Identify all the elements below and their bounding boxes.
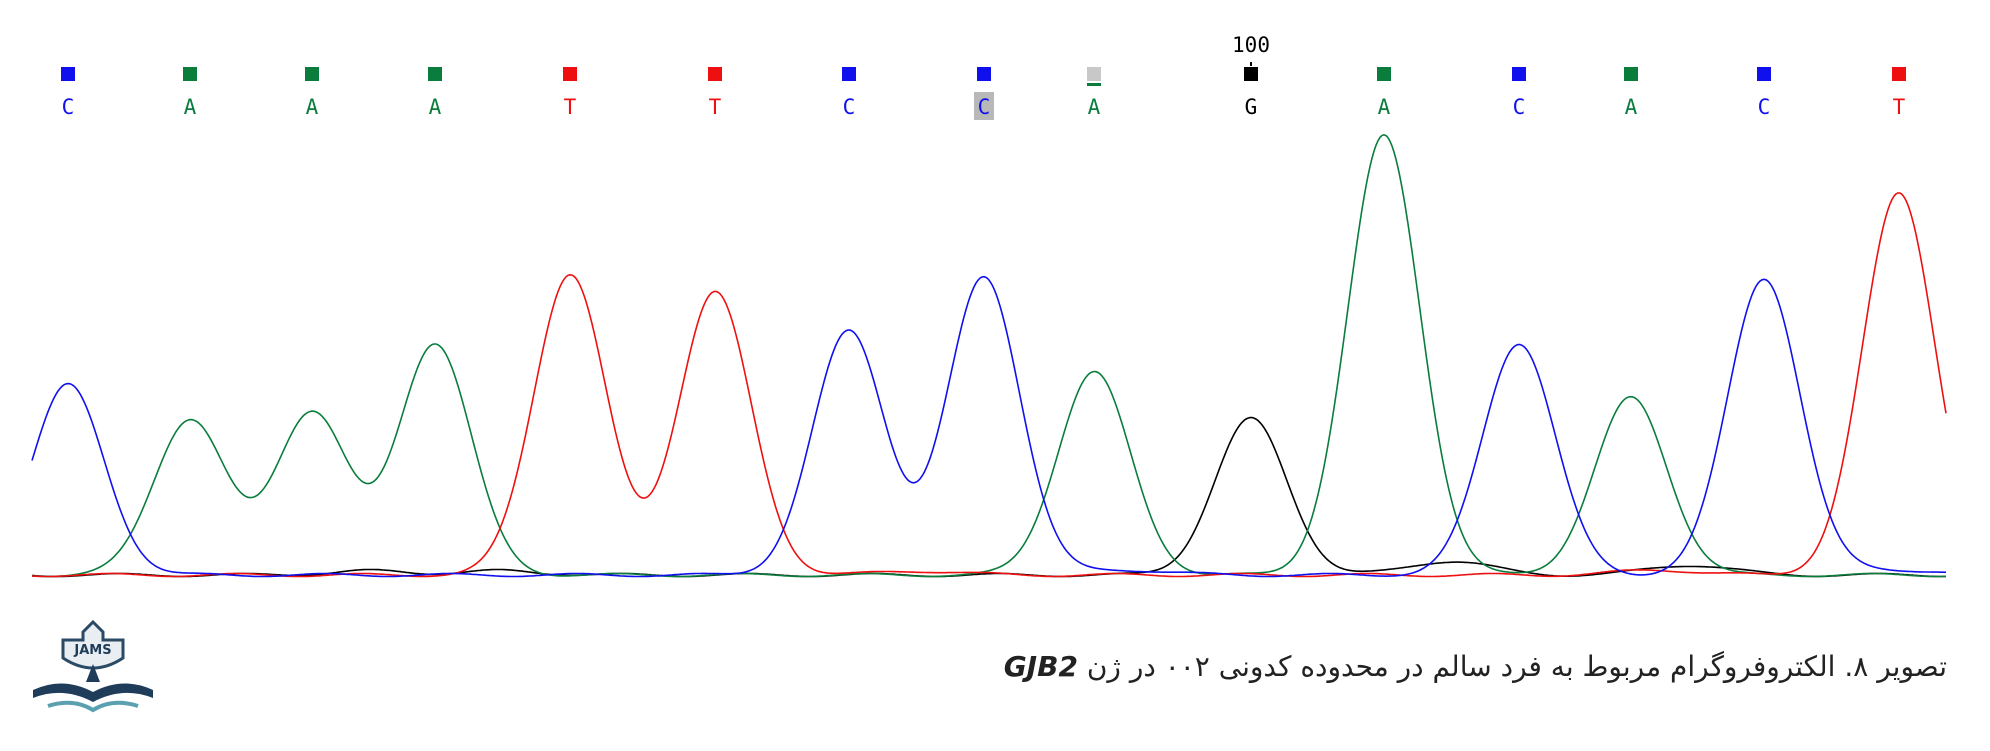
- base-letter: A: [306, 95, 319, 119]
- figure-caption: تصویر ۸. الکتروفروگرام مربوط به فرد سالم…: [1004, 650, 1947, 683]
- base-marker: [1087, 67, 1101, 81]
- base-letter: C: [1758, 95, 1771, 119]
- trace-C: [31, 275, 1947, 578]
- logo-text: JAMS: [73, 643, 111, 658]
- base-letter: A: [1088, 95, 1101, 119]
- journal-logo: JAMS: [33, 619, 153, 713]
- base-letter: C: [1513, 95, 1526, 119]
- trace-T: [31, 192, 1947, 578]
- trace-G: [31, 416, 1946, 578]
- trace-A: [31, 133, 1947, 578]
- base-marker: [1244, 67, 1258, 81]
- base-letter: G: [1245, 95, 1258, 119]
- base-letter: T: [1893, 95, 1906, 119]
- base-marker: [61, 67, 75, 81]
- base-letter: T: [564, 95, 577, 119]
- base-marker: [563, 67, 577, 81]
- base-marker: [183, 67, 197, 81]
- base-letter: T: [709, 95, 722, 119]
- base-letter: A: [429, 95, 442, 119]
- caption-text: تصویر ۸. الکتروفروگرام مربوط به فرد سالم…: [1086, 650, 1947, 683]
- base-highlight: [974, 92, 994, 120]
- chromatogram: 100 C A A A T T C C A G A C A C T: [31, 33, 1947, 578]
- base-marker: [428, 67, 442, 81]
- base-marker: [1512, 67, 1526, 81]
- base-marker: [1624, 67, 1638, 81]
- gene-name: GJB2: [1003, 650, 1078, 683]
- base-marker: [1757, 67, 1771, 81]
- base-letter: A: [1625, 95, 1638, 119]
- base-marker: [842, 67, 856, 81]
- base-marker: [1377, 67, 1391, 81]
- base-marker: [305, 67, 319, 81]
- base-underline: [1087, 83, 1101, 86]
- base-letter: A: [184, 95, 197, 119]
- base-marker: [977, 67, 991, 81]
- base-marker: [708, 67, 722, 81]
- base-marker: [1892, 67, 1906, 81]
- base-letter: C: [843, 95, 856, 119]
- base-letter: C: [978, 95, 991, 119]
- position-label: 100: [1232, 33, 1270, 57]
- base-letter: C: [62, 95, 75, 119]
- base-letter: A: [1378, 95, 1391, 119]
